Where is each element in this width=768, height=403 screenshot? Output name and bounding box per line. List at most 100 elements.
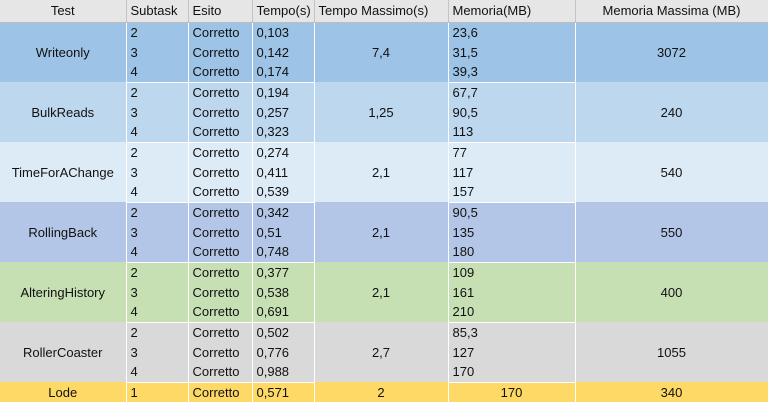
- esito-cell: Corretto: [188, 302, 253, 323]
- tempo-cell: 0,342: [252, 202, 315, 222]
- esito-cell: Corretto: [188, 22, 253, 42]
- esito-cell: Corretto: [188, 222, 253, 242]
- subtask-cell: 1: [126, 382, 189, 402]
- table-row-lode: Lode 1 Corretto 0,571 2 170 340: [0, 382, 768, 402]
- memoria-cell: 67,7: [448, 82, 576, 102]
- memoria-cell: 39,3: [448, 62, 576, 83]
- tempo-cell: 0,174: [252, 62, 315, 83]
- memoria-max-cell: 540: [575, 142, 768, 202]
- esito-cell: Corretto: [188, 182, 253, 203]
- subtask-cell: 4: [126, 122, 189, 143]
- memoria-cell: 210: [448, 302, 576, 323]
- test-name: Lode: [0, 382, 127, 402]
- subtask-cell: 2: [126, 262, 189, 282]
- tempo-max-cell: 1,25: [314, 82, 449, 142]
- memoria-cell: 23,6: [448, 22, 576, 42]
- esito-cell: Corretto: [188, 162, 253, 182]
- subtask-cell: 3: [126, 282, 189, 302]
- subtask-cell: 4: [126, 302, 189, 323]
- tempo-cell: 0,142: [252, 42, 315, 62]
- header-tempo: Tempo(s): [252, 0, 315, 23]
- esito-cell: Corretto: [188, 382, 253, 402]
- tempo-cell: 0,274: [252, 142, 315, 162]
- esito-cell: Corretto: [188, 262, 253, 282]
- memoria-cell: 157: [448, 182, 576, 203]
- tempo-cell: 0,691: [252, 302, 315, 323]
- memoria-max-cell: 1055: [575, 322, 768, 382]
- test-name: RollerCoaster: [0, 322, 127, 382]
- esito-cell: Corretto: [188, 42, 253, 62]
- header-subtask: Subtask: [126, 0, 189, 23]
- subtask-cell: 4: [126, 62, 189, 83]
- table-row: RollerCoaster 2 Corretto 0,502 2,7 85,3 1055: [0, 322, 768, 382]
- esito-cell: Corretto: [188, 142, 253, 162]
- test-name: TimeForAChange: [0, 142, 127, 202]
- memoria-cell: 161: [448, 282, 576, 302]
- subtask-cell: 3: [126, 102, 189, 122]
- subtask-cell: 4: [126, 182, 189, 203]
- subtask-cell: 2: [126, 322, 189, 342]
- memoria-cell: 127: [448, 342, 576, 362]
- memoria-cell: 113: [448, 122, 576, 143]
- tempo-cell: 0,103: [252, 22, 315, 42]
- table-row: RollingBack 2 Corretto 0,342 2,1 90,5 550: [0, 202, 768, 262]
- test-name: RollingBack: [0, 202, 127, 262]
- memoria-cell: 31,5: [448, 42, 576, 62]
- subtask-cell: 2: [126, 202, 189, 222]
- esito-cell: Corretto: [188, 242, 253, 263]
- subtask-cell: 2: [126, 142, 189, 162]
- tempo-cell: 0,988: [252, 362, 315, 383]
- header-row: Test Subtask Esito Tempo(s) Tempo Massim…: [0, 0, 768, 23]
- tempo-max-cell: 2,1: [314, 262, 449, 322]
- memoria-cell: 117: [448, 162, 576, 182]
- tempo-cell: 0,502: [252, 322, 315, 342]
- tempo-cell: 0,748: [252, 242, 315, 263]
- header-memoria-max: Memoria Massima (MB): [575, 0, 768, 23]
- header-memoria: Memoria(MB): [448, 0, 576, 23]
- esito-cell: Corretto: [188, 102, 253, 122]
- tempo-cell: 0,538: [252, 282, 315, 302]
- esito-cell: Corretto: [188, 342, 253, 362]
- header-tempo-max: Tempo Massimo(s): [314, 0, 449, 23]
- test-name: BulkReads: [0, 82, 127, 142]
- tempo-cell: 0,377: [252, 262, 315, 282]
- subtask-cell: 4: [126, 242, 189, 263]
- tempo-max-cell: 2,1: [314, 202, 449, 262]
- tempo-cell: 0,776: [252, 342, 315, 362]
- esito-cell: Corretto: [188, 82, 253, 102]
- header-esito: Esito: [188, 0, 253, 23]
- table-row: Writeonly 2 Corretto 0,103 7,4 23,6 3072: [0, 22, 768, 82]
- memoria-cell: 77: [448, 142, 576, 162]
- subtask-cell: 3: [126, 342, 189, 362]
- esito-cell: Corretto: [188, 122, 253, 143]
- header-test: Test: [0, 0, 127, 23]
- memoria-cell: 135: [448, 222, 576, 242]
- memoria-cell: 170: [448, 382, 576, 402]
- tempo-max-cell: 2,7: [314, 322, 449, 382]
- memoria-max-cell: 240: [575, 82, 768, 142]
- tempo-cell: 0,51: [252, 222, 315, 242]
- esito-cell: Corretto: [188, 322, 253, 342]
- test-name: AlteringHistory: [0, 262, 127, 322]
- memoria-cell: 85,3: [448, 322, 576, 342]
- table-row: AlteringHistory 2 Corretto 0,377 2,1 109 400: [0, 262, 768, 322]
- memoria-cell: 90,5: [448, 202, 576, 222]
- tempo-max-cell: 2,1: [314, 142, 449, 202]
- tempo-max-cell: 7,4: [314, 22, 449, 82]
- table-row: TimeForAChange 2 Corretto 0,274 2,1 77 540: [0, 142, 768, 202]
- tempo-max-cell: 2: [314, 382, 449, 402]
- table-row: BulkReads 2 Corretto 0,194 1,25 67,7 240: [0, 82, 768, 142]
- memoria-cell: 180: [448, 242, 576, 263]
- test-name: Writeonly: [0, 22, 127, 82]
- subtask-cell: 2: [126, 22, 189, 42]
- esito-cell: Corretto: [188, 362, 253, 383]
- memoria-max-cell: 340: [575, 382, 768, 402]
- table-body: Writeonly 2 Corretto 0,103 7,4 23,6 3072 3 Corre…: [0, 22, 768, 402]
- tempo-cell: 0,571: [252, 382, 315, 402]
- tempo-cell: 0,411: [252, 162, 315, 182]
- subtask-cell: 3: [126, 162, 189, 182]
- tempo-cell: 0,539: [252, 182, 315, 203]
- memoria-max-cell: 3072: [575, 22, 768, 82]
- memoria-cell: 170: [448, 362, 576, 383]
- tempo-cell: 0,257: [252, 102, 315, 122]
